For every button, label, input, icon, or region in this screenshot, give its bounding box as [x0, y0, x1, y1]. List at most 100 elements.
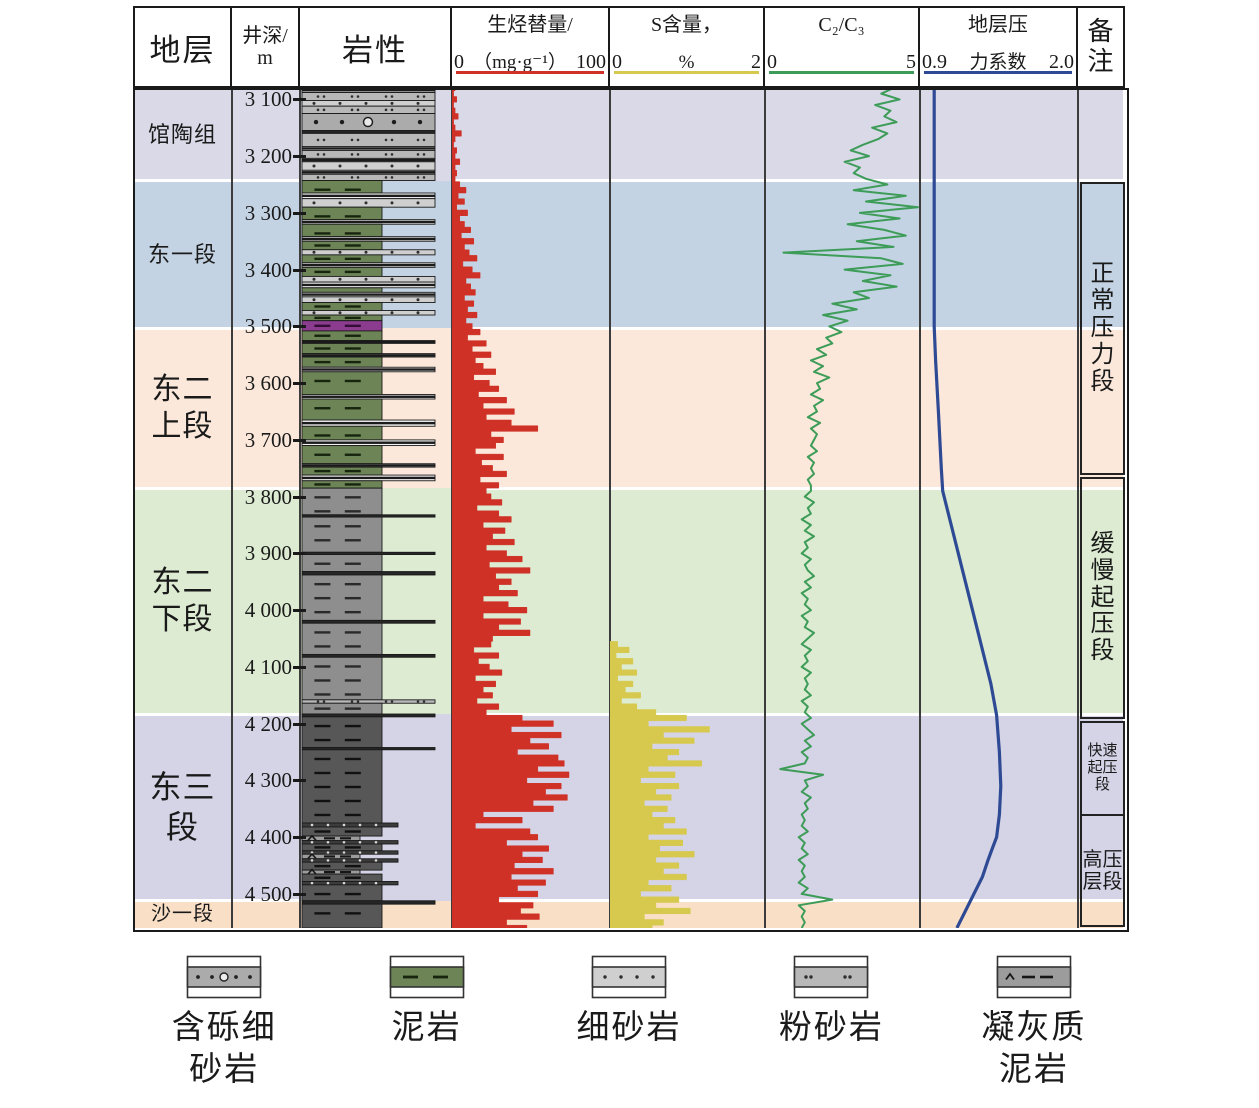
depth-tick-label: 4 300	[244, 768, 292, 793]
header-depth-line2: m	[257, 47, 273, 69]
depth-tick-label: 3 400	[244, 257, 292, 282]
header-lithology: 岩性	[300, 6, 452, 88]
legend-label: 细砂岩	[576, 1010, 682, 1046]
track-c2c3-max: 5	[906, 51, 916, 73]
depth-tick-label: 3 700	[244, 427, 292, 452]
lithology-legend: 含砾细 砂岩 泥岩 细砂岩 粉砂岩 凝灰质 泥岩	[123, 955, 1135, 1105]
header-stratigraphy-label: 地层	[149, 32, 216, 68]
remark-box: 高压 层段	[1080, 814, 1125, 928]
band-separator	[135, 486, 300, 490]
depth-tick-mark	[293, 98, 306, 102]
strat-label-沙一段: 沙一段	[151, 902, 214, 925]
header-remarks-label: 备 注	[1087, 17, 1114, 76]
depth-tick-mark	[293, 552, 306, 556]
legend-swatch-fine-icon	[591, 955, 667, 999]
track-hydrocarbon-max: 100	[576, 51, 606, 73]
depth-tick-label: 3 600	[244, 371, 292, 396]
legend-label: 含砾细 砂岩	[171, 1010, 277, 1089]
header-remarks: 备 注	[1078, 6, 1125, 88]
band-separator	[135, 179, 300, 182]
track-hydrocarbon-unit: （mg·g⁻¹）	[473, 52, 567, 73]
track-pressure-title: 地层压	[968, 14, 1028, 36]
track-pressure-unit: 力系数	[969, 52, 1027, 73]
track-sulfur-curve	[610, 641, 710, 928]
track-hydrocarbon-title: 生烃替量/	[487, 14, 573, 36]
track-sulfur-scale-line	[614, 71, 759, 74]
column-border	[609, 88, 611, 928]
depth-tick-label: 3 200	[244, 144, 292, 169]
track-sulfur-max: 2	[750, 51, 761, 73]
header-stratigraphy: 地层	[133, 6, 232, 88]
column-border	[299, 88, 301, 928]
legend-label: 凝灰质 泥岩	[981, 1010, 1087, 1089]
legend-item-silt: 粉砂岩	[730, 955, 932, 1105]
track-sulfur-title: S含量，	[650, 14, 723, 36]
depth-tick-mark	[293, 325, 306, 329]
column-border	[764, 88, 766, 928]
depth-tick-mark	[293, 609, 306, 613]
depth-tick-label: 4 100	[244, 654, 292, 679]
depth-tick-mark	[293, 382, 306, 386]
track-c2c3-min: 0	[767, 51, 777, 73]
band-separator	[135, 326, 300, 330]
depth-tick-mark	[293, 268, 306, 272]
legend-swatch-pebbly-icon	[186, 955, 262, 999]
legend-label: 泥岩	[391, 1010, 462, 1046]
legend-item-mudG: 泥岩	[325, 955, 527, 1105]
band-separator	[452, 179, 1123, 182]
depth-tick-mark	[293, 211, 306, 215]
track-hydrocarbon-scale: 0 （mg·g⁻¹） 100	[454, 52, 606, 72]
legend-item-pebbly: 含砾细 砂岩	[123, 955, 325, 1105]
legend-item-tuff: 凝灰质 泥岩	[933, 955, 1135, 1105]
band-separator	[135, 899, 300, 903]
header-track-hydrocarbon: 生烃替量/ 0 （mg·g⁻¹） 100	[452, 6, 610, 88]
header-depth: 井深/ m	[232, 6, 300, 88]
track-pressure-scale: 0.9 力系数 2.0	[922, 52, 1074, 72]
column-border	[1077, 88, 1079, 928]
track-c2c3-curve	[779, 88, 919, 928]
track-sulfur-min: 0	[612, 51, 622, 73]
remark-box: 缓慢 起压 段	[1080, 476, 1125, 720]
strat-label-馆陶组: 馆陶组	[147, 121, 217, 147]
depth-tick-mark	[293, 836, 306, 840]
strat-label-东二下段: 东二 下段	[151, 565, 214, 637]
depth-tick-mark	[293, 495, 306, 499]
track-hydrocarbon-min: 0	[454, 51, 464, 73]
strat-label-东一段: 东一段	[147, 241, 217, 267]
remark-box: 正常 压力 段	[1080, 181, 1125, 476]
depth-tick-mark	[293, 779, 306, 783]
column-border	[231, 88, 233, 928]
strat-label-东三段: 东三 段	[149, 769, 216, 846]
track-c2c3-scale-line	[769, 71, 914, 74]
depth-tick-label: 4 000	[244, 598, 292, 623]
lithology-column	[301, 88, 436, 928]
track-pressure-max: 2.0	[1048, 51, 1074, 73]
column-border	[919, 88, 921, 928]
legend-label: 粉砂岩	[778, 1010, 884, 1046]
depth-tick-mark	[293, 155, 306, 159]
track-sulfur-scale: 0 % 2	[612, 52, 761, 72]
remark-box: 快速 起压 段	[1080, 720, 1125, 816]
depth-tick-label: 3 900	[244, 541, 292, 566]
band-separator	[452, 326, 1123, 330]
legend-swatch-tuff-icon	[996, 955, 1072, 999]
track-pressure-curve	[932, 88, 1003, 928]
depth-tick-label: 3 500	[244, 314, 292, 339]
track-hydrocarbon-curve	[452, 88, 570, 928]
depth-tick-label: 3 300	[244, 200, 292, 225]
legend-swatch-mudG-icon	[389, 955, 464, 999]
track-hydrocarbon-scale-line	[456, 71, 604, 74]
depth-tick-label: 4 200	[244, 711, 292, 736]
header-track-c2c3: C₂/C₃ 0 5	[765, 6, 920, 88]
depth-tick-label: 3 100	[244, 87, 292, 112]
header-track-pressure: 地层压 0.9 力系数 2.0	[920, 6, 1078, 88]
band-separator	[452, 486, 1123, 490]
depth-tick-mark	[293, 438, 306, 442]
legend-item-fine: 细砂岩	[528, 955, 730, 1105]
strat-label-东二上段: 东二 上段	[151, 372, 214, 444]
track-pressure-scale-line	[924, 71, 1072, 74]
band-separator	[135, 712, 300, 716]
band-separator	[452, 899, 1123, 903]
